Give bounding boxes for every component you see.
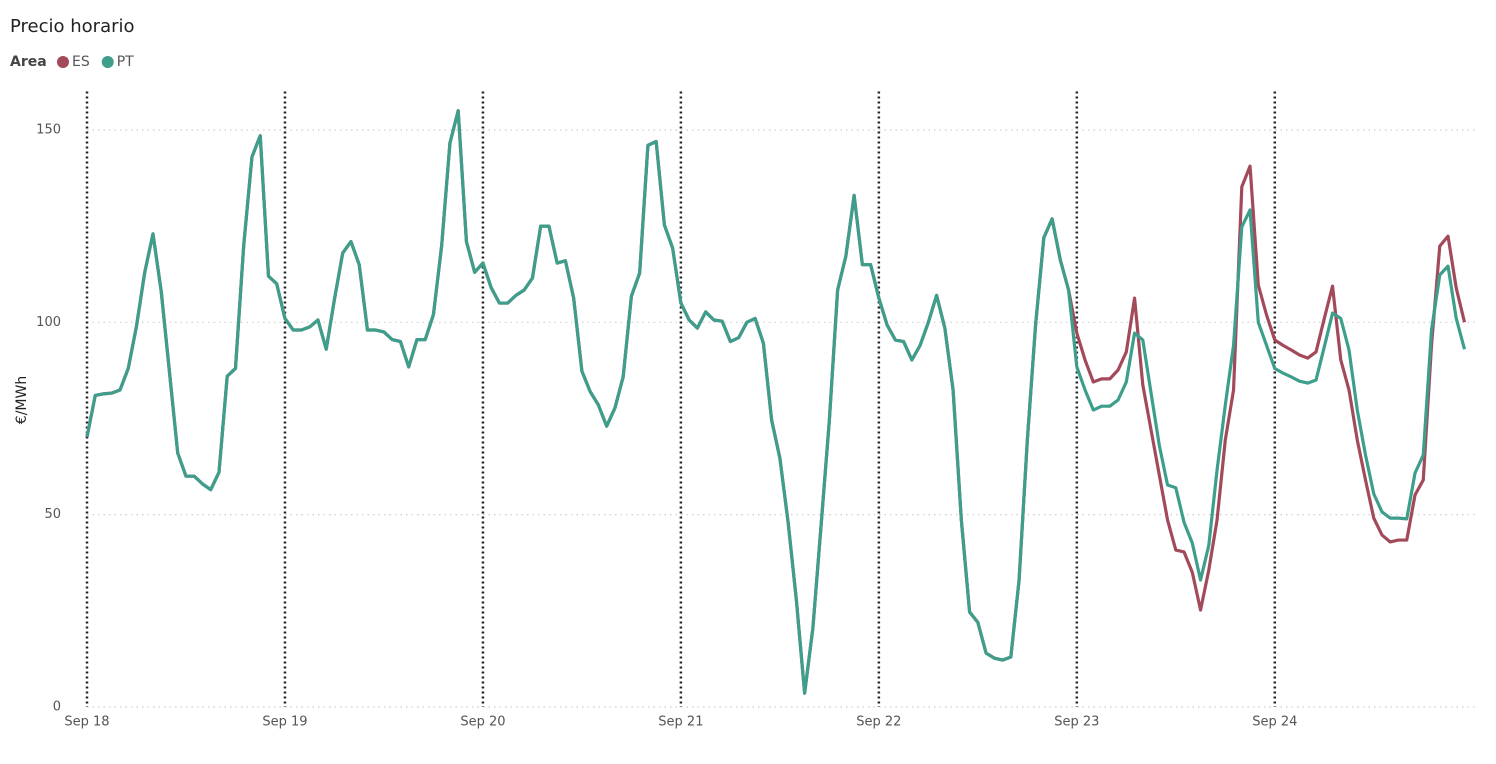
chart-title: Precio horario [10, 16, 135, 37]
legend-label[interactable]: PT [117, 54, 134, 70]
y-tick-label: 0 [53, 700, 61, 715]
y-tick-label: 100 [36, 315, 61, 330]
y-tick-label: 150 [36, 122, 61, 137]
legend-marker[interactable] [101, 56, 114, 68]
x-tick-label: Sep 21 [658, 715, 703, 730]
x-tick-label: Sep 18 [64, 715, 109, 730]
series-line [85, 109, 1467, 695]
legend-label[interactable]: ES [72, 54, 90, 70]
x-tick-label: Sep 23 [1054, 715, 1099, 730]
x-tick-label: Sep 24 [1252, 715, 1297, 730]
series-line [85, 109, 1467, 695]
legend-title: Area [10, 54, 47, 70]
y-tick-label: 50 [44, 507, 61, 522]
x-tick-label: Sep 22 [856, 715, 901, 730]
legend-marker[interactable] [57, 56, 69, 68]
x-tick-label: Sep 19 [262, 715, 307, 730]
y-axis-title: €/MWh [14, 376, 30, 424]
x-tick-label: Sep 20 [460, 715, 505, 730]
